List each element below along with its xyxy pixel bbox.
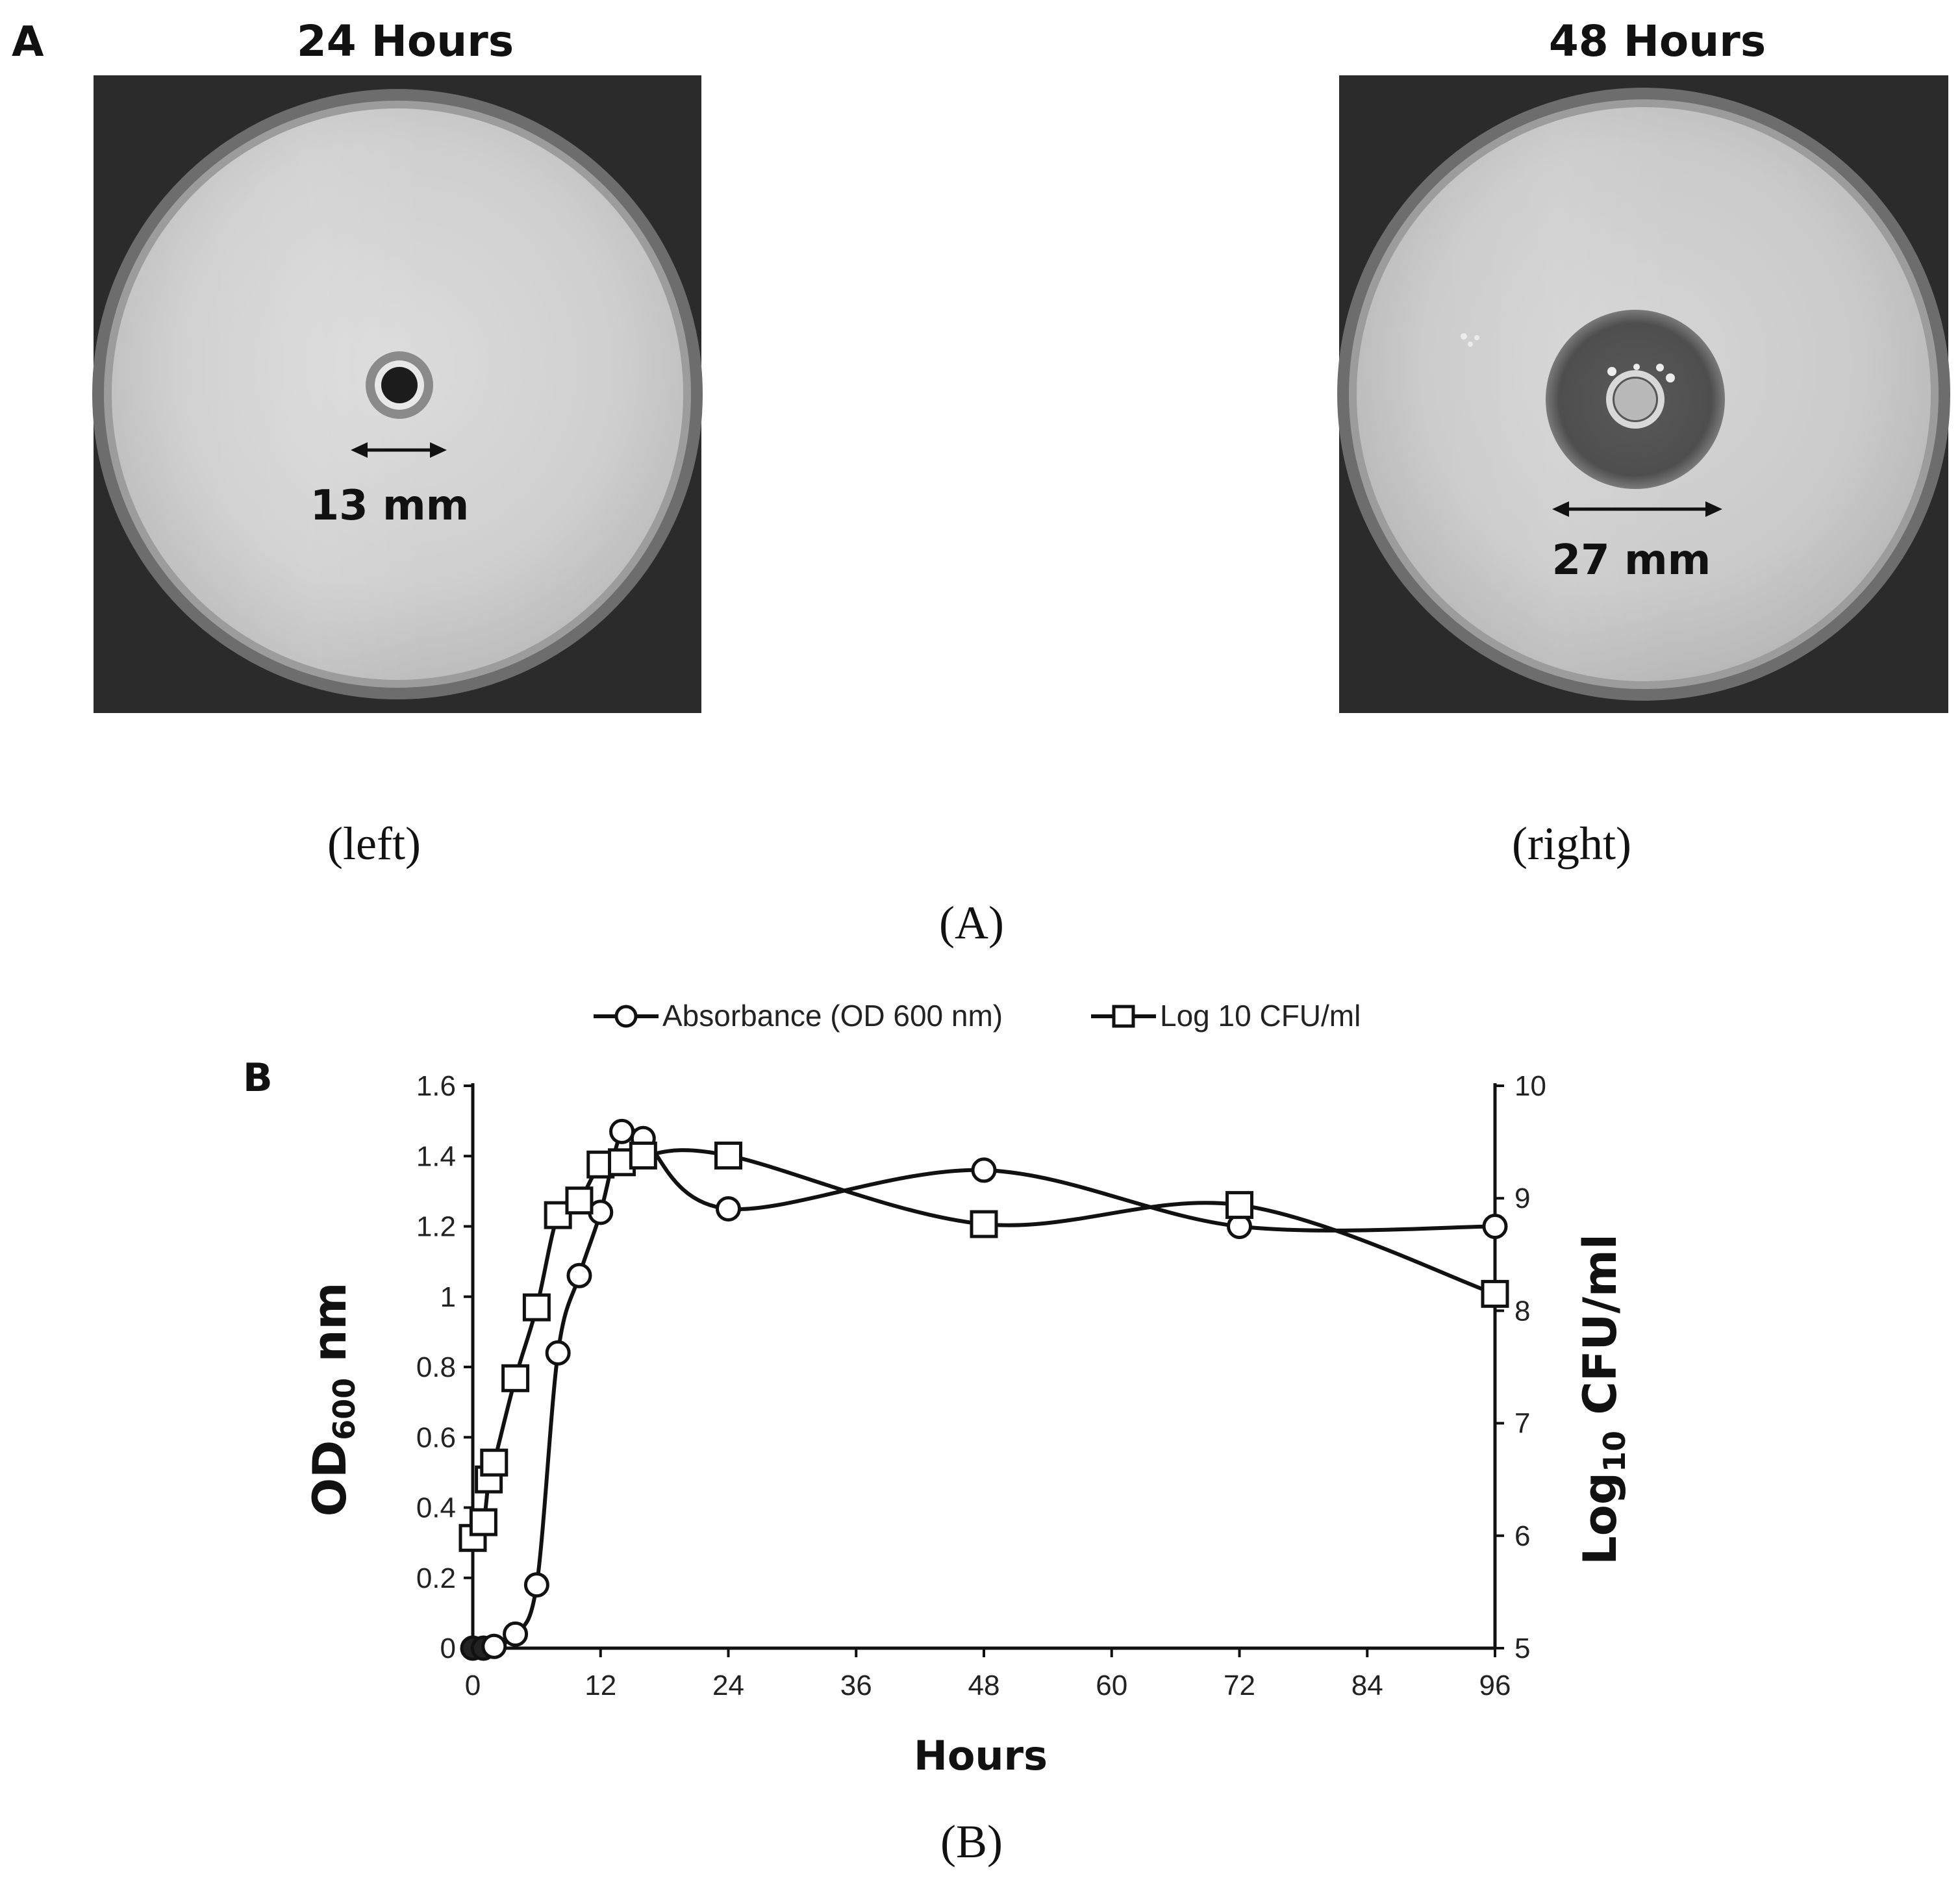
y-tick-label: 1.2 <box>416 1211 456 1243</box>
y2-tick-label: 6 <box>1514 1520 1530 1552</box>
caption-a: (A) <box>939 897 1004 949</box>
measure-label-48h: 27 mm <box>1552 536 1711 584</box>
y-axis-title-suffix: nm <box>303 1283 357 1378</box>
absorbance-point <box>503 1621 529 1647</box>
legend-square-marker <box>1112 1005 1135 1028</box>
panel-b-letter: B <box>243 1055 273 1101</box>
y2-tick-label: 7 <box>1514 1408 1530 1440</box>
cfu-point <box>565 1186 594 1215</box>
cfu-point <box>629 1141 657 1170</box>
plot-area: 0 12 24 36 48 60 72 84 9600.20.40.60.811.21.41.6… <box>416 1070 1546 1701</box>
x-tick-label: 84 <box>1351 1670 1383 1701</box>
y2-tick-label: 5 <box>1514 1633 1530 1664</box>
y-tick-label: 0.6 <box>416 1422 456 1453</box>
x-tick-label: 36 <box>840 1670 872 1701</box>
x-tick-label: 24 <box>712 1670 744 1701</box>
x-tick-label: 60 <box>1096 1670 1127 1701</box>
well-hole <box>381 367 418 403</box>
x-tick-label: 0 <box>465 1670 481 1701</box>
x-tick-label: 72 <box>1224 1670 1255 1701</box>
cfu-series-line <box>471 1148 1496 1540</box>
absorbance-point <box>566 1262 592 1288</box>
colony-specks <box>1461 333 1675 382</box>
y-tick-label: 0.8 <box>416 1351 456 1383</box>
y2-tick-label: 9 <box>1514 1183 1530 1214</box>
cfu-point <box>522 1293 551 1322</box>
caption-left: (left) <box>327 818 421 870</box>
caption-right: (right) <box>1512 818 1631 870</box>
absorbance-point <box>971 1157 997 1183</box>
y2-axis-title: Log10 CFU/ml <box>1574 1234 1632 1565</box>
x-tick-label: 48 <box>968 1670 1000 1701</box>
chart-legend: Absorbance (OD 600 nm) Log 10 CFU/ml <box>594 999 1361 1033</box>
y2-axis-title-sub: 10 <box>1597 1431 1632 1472</box>
y-tick-label: 1.4 <box>416 1140 456 1172</box>
legend-label-absorbance: Absorbance (OD 600 nm) <box>662 999 1003 1033</box>
y-axis-title-main: OD <box>303 1440 357 1517</box>
plate-24h-title: 24 Hours <box>297 16 514 66</box>
plate-48h-title: 48 Hours <box>1549 16 1766 66</box>
y-tick-label: 1.6 <box>416 1070 456 1102</box>
panel-a-letter: A <box>12 18 44 66</box>
cfu-point <box>480 1448 509 1477</box>
y2-axis-title-suffix: CFU/ml <box>1574 1234 1627 1431</box>
legend-circle-marker <box>614 1005 638 1028</box>
y2-tick-label: 8 <box>1514 1295 1530 1327</box>
cfu-point <box>714 1141 742 1170</box>
y2-tick-label: 10 <box>1514 1070 1546 1102</box>
measure-arrow-24h <box>351 442 447 458</box>
y-tick-label: 1 <box>440 1281 456 1313</box>
absorbance-point <box>545 1340 571 1366</box>
y-tick-label: 0 <box>440 1633 456 1664</box>
plate-24h: 24 Hours 13 mm <box>92 16 703 713</box>
absorbance-point <box>609 1118 635 1144</box>
absorbance-series-line <box>472 1123 1496 1651</box>
absorbance-point <box>716 1196 741 1222</box>
measure-label-24h: 13 mm <box>310 482 470 530</box>
y-axis-title: OD600 nm <box>303 1283 362 1517</box>
x-tick-label: 12 <box>584 1670 616 1701</box>
y-tick-label: 0.4 <box>416 1492 456 1524</box>
caption-b: (B) <box>940 1816 1003 1868</box>
measure-arrow-48h <box>1552 501 1722 517</box>
y-axis-title-sub: 600 <box>327 1378 362 1440</box>
absorbance-point <box>523 1572 549 1598</box>
cfu-point <box>469 1508 497 1536</box>
plate-48h: 48 Hours 27 mm <box>1337 16 1950 713</box>
cfu-point <box>970 1210 998 1238</box>
cfu-point <box>501 1364 530 1392</box>
y-tick-label: 0.2 <box>416 1562 456 1594</box>
x-tick-label: 96 <box>1479 1670 1511 1701</box>
cfu-point <box>1481 1279 1509 1308</box>
legend-label-cfu: Log 10 CFU/ml <box>1160 999 1361 1033</box>
absorbance-point <box>1482 1214 1508 1239</box>
well-ring <box>1606 370 1665 429</box>
absorbance-point <box>481 1633 507 1659</box>
x-axis-title: Hours <box>914 1732 1048 1779</box>
cfu-point <box>1225 1191 1253 1220</box>
well-hole <box>1614 379 1656 420</box>
y2-axis-title-main: Log <box>1574 1472 1627 1565</box>
